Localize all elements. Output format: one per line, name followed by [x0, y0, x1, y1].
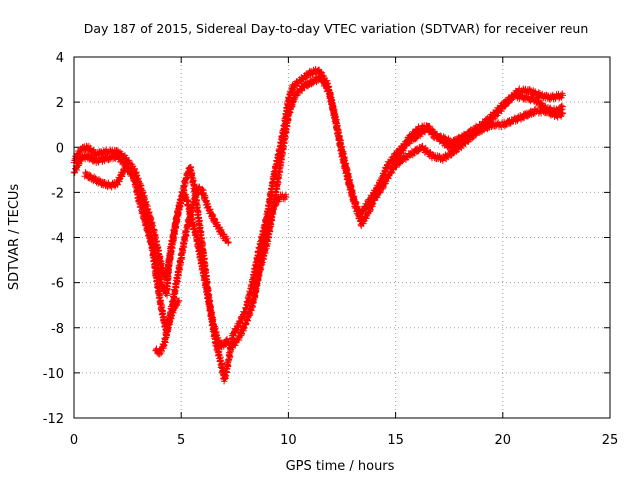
x-tick-label: 0	[70, 433, 78, 448]
plot-frame	[73, 56, 611, 419]
chart-title: Day 187 of 2015, Sidereal Day-to-day VTE…	[84, 21, 589, 36]
series-track-3	[81, 162, 183, 338]
y-tick-label: 2	[56, 96, 64, 111]
y-tick-label: -12	[43, 412, 64, 427]
x-tick-label: 20	[495, 433, 512, 448]
y-tick-label: -8	[51, 322, 64, 337]
y-tick-label: -10	[43, 367, 64, 382]
y-tick-label: -2	[51, 186, 64, 201]
y-tick-label: 4	[56, 51, 64, 66]
x-tick-label: 15	[387, 433, 404, 448]
y-axis-label: SDTVAR / TECUs	[7, 184, 22, 291]
series-track-5	[250, 191, 290, 301]
x-axis-label: GPS time / hours	[286, 459, 395, 474]
y-tick-label: -6	[51, 277, 64, 292]
x-tick-label: 25	[602, 433, 619, 448]
series-track-6	[388, 105, 566, 169]
y-tick-label: 0	[56, 141, 64, 156]
y-tick-label: -4	[51, 232, 64, 247]
data-series	[70, 65, 566, 385]
series-track-4	[152, 183, 232, 358]
x-tick-label: 5	[177, 433, 185, 448]
x-tick-label: 10	[280, 433, 297, 448]
